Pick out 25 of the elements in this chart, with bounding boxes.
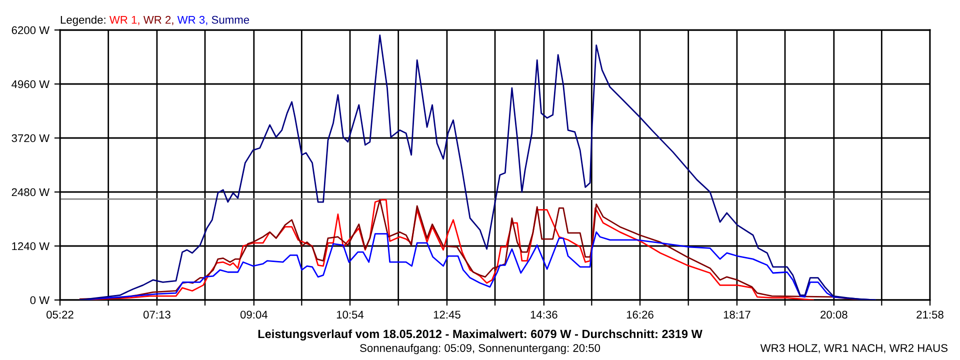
text: WR3 HOLZ, WR1 NACH, WR2 HAUS (760, 344, 948, 354)
y-tick-label: 0 W (30, 296, 50, 304)
y-tick-label: 2480 W (12, 188, 50, 196)
x-tick-label: 14:36 (530, 310, 558, 319)
x-tick-label: 09:04 (240, 310, 268, 319)
legend-title: Legende: (60, 16, 106, 26)
y-tick-label: 6200 W (12, 26, 50, 34)
text: Leistungsverlauf vom 18.05.2012 - Maximalwert: 6079 W - Durchschnitt: 2319 W (258, 329, 702, 341)
y-tick-label: 3720 W (12, 134, 50, 142)
x-tick-label: 07:13 (143, 310, 170, 319)
y-tick-label: 4960 W (12, 80, 50, 88)
line-series (79, 34, 876, 300)
x-tick-label: 18:17 (724, 310, 750, 319)
y-tick-label: 1240 W (12, 242, 50, 250)
text: WR 3, (177, 16, 208, 26)
x-tick-label: 20:08 (820, 310, 848, 319)
x-tick-label: 16:26 (626, 310, 654, 319)
x-tick-label: 12:45 (434, 310, 460, 319)
text: WR 1, (109, 16, 140, 26)
x-tick-label: 10:54 (336, 310, 364, 319)
text: WR 2, (143, 16, 174, 26)
x-tick-label: 05:22 (46, 310, 74, 319)
text: Sonnenaufgang: 05:09, Sonnenuntergang: 20:50 (360, 344, 600, 354)
text: Summe (212, 16, 250, 24)
x-tick-label: 21:58 (916, 310, 944, 319)
